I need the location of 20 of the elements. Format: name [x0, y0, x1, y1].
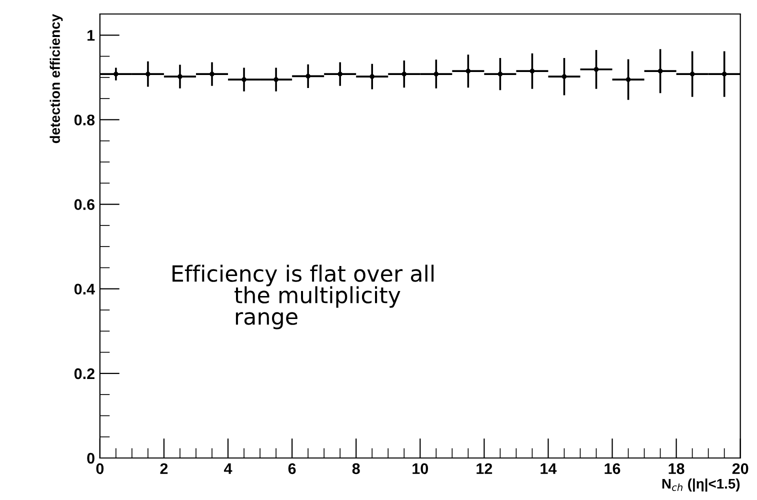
y-tick-label: 0.8 [74, 114, 95, 126]
y-axis-title: detection efficiency [50, 14, 63, 144]
x-tick-label: 10 [412, 463, 428, 474]
x-tick-label: 16 [604, 463, 620, 474]
x-tick-label: 8 [352, 463, 360, 474]
y-tick-label: 0.2 [74, 368, 94, 380]
x-tick-label: 18 [668, 463, 684, 474]
x-tick-label: 14 [540, 463, 557, 474]
y-tick-label: 1 [88, 30, 95, 41]
y-tick-label: 0.4 [74, 284, 95, 295]
x-tick-label: 0 [96, 463, 104, 474]
x-tick-label: 6 [288, 463, 296, 474]
x-tick-label: 12 [476, 463, 492, 474]
y-tick-label: 0.6 [74, 199, 95, 210]
annotation: Efficiency is flat over all the multiplicity range [172, 264, 434, 330]
x-tick-label: 2 [160, 463, 168, 474]
x-axis-title: N$_{ch}$ (|η|<1.5) [662, 478, 740, 492]
x-tick-label: 20 [732, 463, 748, 474]
y-tick-label: 0 [87, 452, 94, 464]
x-tick-label: 4 [224, 463, 232, 474]
